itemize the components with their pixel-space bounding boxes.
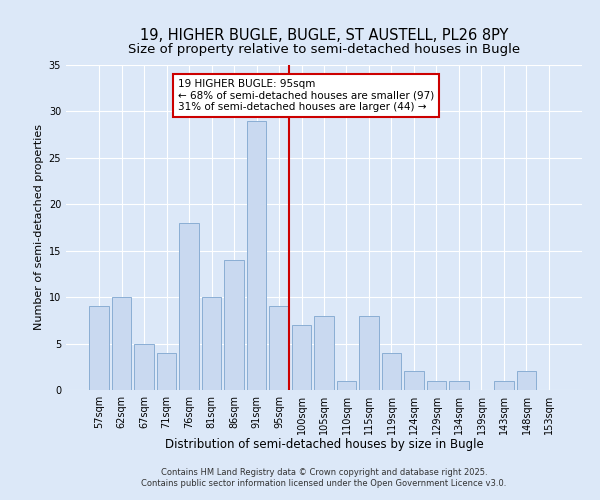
X-axis label: Distribution of semi-detached houses by size in Bugle: Distribution of semi-detached houses by … [164, 438, 484, 452]
Bar [404, 372, 424, 390]
Bar [517, 372, 536, 390]
Bar [112, 297, 131, 390]
Bar [449, 380, 469, 390]
Bar [89, 306, 109, 390]
Text: Size of property relative to semi-detached houses in Bugle: Size of property relative to semi-detach… [128, 42, 520, 56]
Bar [179, 223, 199, 390]
Bar [427, 380, 446, 390]
Bar [337, 380, 356, 390]
Bar [494, 380, 514, 390]
Text: 19, HIGHER BUGLE, BUGLE, ST AUSTELL, PL26 8PY: 19, HIGHER BUGLE, BUGLE, ST AUSTELL, PL2… [140, 28, 508, 42]
Bar [202, 297, 221, 390]
Bar [247, 120, 266, 390]
Bar [157, 353, 176, 390]
Text: 19 HIGHER BUGLE: 95sqm
← 68% of semi-detached houses are smaller (97)
31% of sem: 19 HIGHER BUGLE: 95sqm ← 68% of semi-det… [178, 79, 434, 112]
Bar [134, 344, 154, 390]
Bar [359, 316, 379, 390]
Bar [269, 306, 289, 390]
Bar [314, 316, 334, 390]
Bar [382, 353, 401, 390]
Text: Contains HM Land Registry data © Crown copyright and database right 2025.
Contai: Contains HM Land Registry data © Crown c… [142, 468, 506, 487]
Bar [224, 260, 244, 390]
Bar [292, 325, 311, 390]
Y-axis label: Number of semi-detached properties: Number of semi-detached properties [34, 124, 44, 330]
